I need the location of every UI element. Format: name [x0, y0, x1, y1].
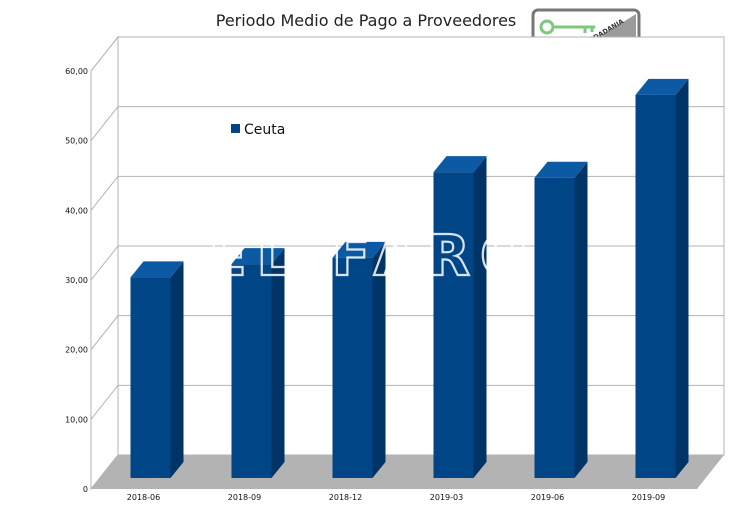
bar-side [372, 241, 386, 478]
bar [130, 277, 171, 478]
gridline [90, 36, 724, 72]
x-tick-label: 2019-03 [430, 493, 463, 502]
bar [534, 177, 575, 478]
x-tick-label: 2019-06 [531, 493, 564, 502]
bar-side [473, 156, 487, 478]
floor [91, 455, 724, 489]
x-tick-label: 2018-12 [329, 493, 362, 502]
bar-top [231, 248, 285, 265]
watermark: EL FARO [208, 224, 537, 289]
bar-top [433, 156, 487, 173]
gridline [90, 106, 724, 141]
y-tick-label: 20,00 [65, 346, 88, 355]
bar-side [170, 261, 184, 478]
bar [433, 172, 474, 478]
y-tick-label: 10,00 [65, 415, 88, 424]
y-tick-label: 0 [83, 485, 88, 494]
bar-top [635, 78, 689, 95]
legend-label: Ceuta [244, 122, 285, 138]
plot-area: 0 10,00 20,00 30,00 40,00 50,00 60,00 2018-06 20… [65, 35, 725, 502]
bar [635, 94, 676, 478]
gridline [90, 245, 724, 281]
bar-side [271, 248, 285, 478]
bar-top [534, 161, 588, 178]
x-tick-label: 2018-06 [127, 493, 160, 502]
bar [332, 257, 373, 478]
y-tick-label: 60,00 [65, 67, 88, 76]
legend-swatch [231, 124, 240, 133]
gridline [90, 315, 724, 350]
x-tick-label: 2018-09 [228, 493, 261, 502]
gridline [90, 175, 724, 211]
legend: Ceuta [231, 122, 285, 138]
gridline [90, 384, 724, 420]
y-tick-label: 50,00 [65, 137, 88, 146]
x-tick-label: 2019-09 [632, 493, 665, 502]
bar-side [675, 78, 689, 478]
bar-top [130, 261, 184, 278]
bar [231, 264, 272, 478]
bar-side [574, 161, 588, 478]
bar-top [332, 241, 386, 258]
chart-title: Periodo Medio de Pago a Proveedores [216, 11, 517, 30]
y-tick-label: 30,00 [65, 276, 88, 285]
y-tick-label: 40,00 [65, 206, 88, 215]
